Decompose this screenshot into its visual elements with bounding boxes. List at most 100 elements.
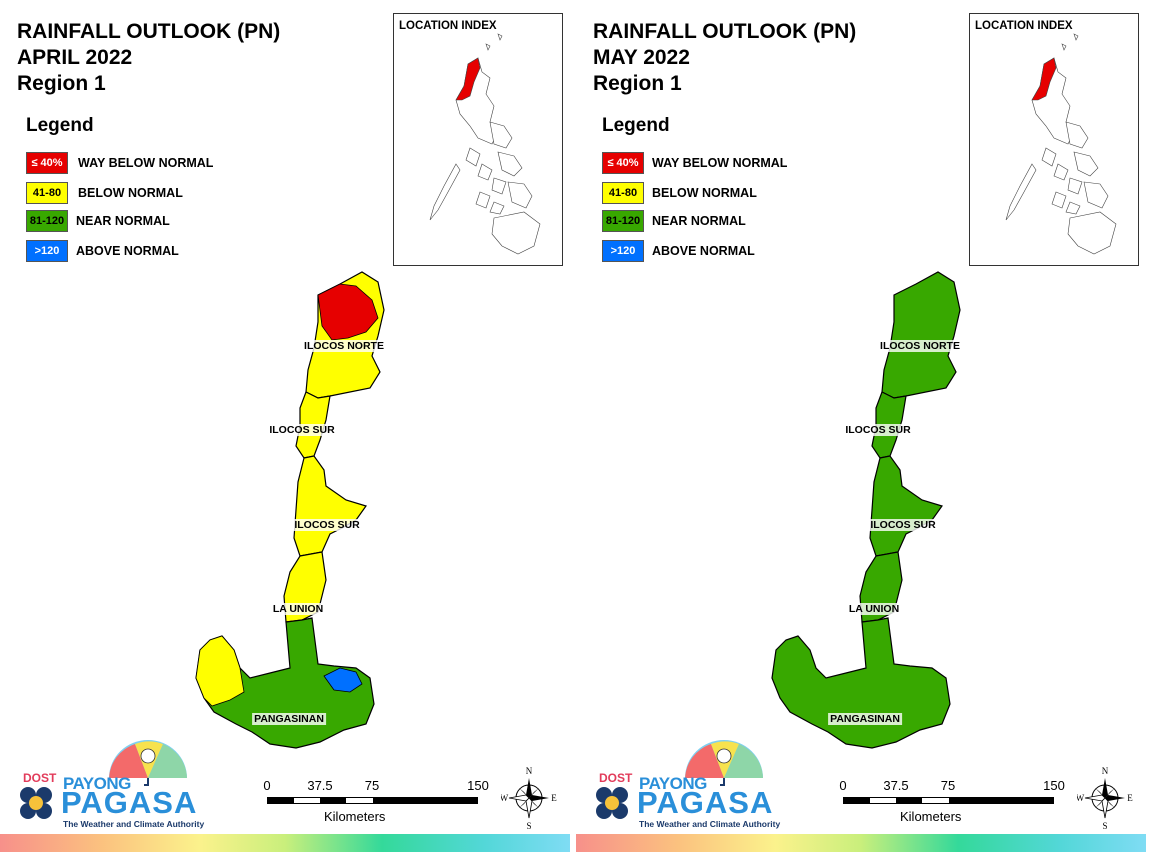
pagasa-logo: DOST PAYONG PAGASA The Weather and Clima… bbox=[593, 738, 780, 833]
legend-item-way-below: ≤ 40% WAY BELOW NORMAL bbox=[602, 151, 787, 175]
legend-label: ABOVE NORMAL bbox=[652, 244, 755, 258]
logo-pagasa-text: PAGASA bbox=[637, 785, 774, 820]
scale-unit: Kilometers bbox=[900, 809, 962, 824]
scale-bar: 0 37.5 75 150 Kilometers bbox=[838, 778, 1068, 828]
legend-label: WAY BELOW NORMAL bbox=[652, 156, 788, 170]
province-pangasinan bbox=[771, 617, 951, 749]
legend-label: WAY BELOW NORMAL bbox=[78, 156, 214, 170]
logo-tagline: The Weather and Climate Authority bbox=[639, 819, 781, 829]
scale-tick: 75 bbox=[940, 778, 956, 793]
legend-title: Legend bbox=[26, 115, 94, 136]
region-map-april bbox=[195, 271, 385, 749]
panel-title-block: RAINFALL OUTLOOK (PN) MAY 2022 Region 1 bbox=[593, 19, 856, 97]
map-title: RAINFALL OUTLOOK (PN) bbox=[593, 20, 857, 43]
logo-pagasa-text: PAGASA bbox=[61, 785, 198, 820]
legend-label: NEAR NORMAL bbox=[76, 214, 170, 228]
legend-swatch: ≤ 40% bbox=[602, 152, 644, 174]
legend-label: ABOVE NORMAL bbox=[76, 244, 179, 258]
compass-w: W bbox=[501, 793, 509, 803]
province-label: ILOCOS SUR bbox=[267, 424, 337, 436]
compass-e: E bbox=[1127, 793, 1133, 803]
map-panel-april: RAINFALL OUTLOOK (PN) APRIL 2022 Region … bbox=[0, 13, 570, 852]
scale-tick: 37.5 bbox=[307, 778, 333, 793]
above-pocket bbox=[323, 667, 363, 693]
legend-swatch: >120 bbox=[26, 240, 68, 262]
compass-s: S bbox=[1102, 821, 1107, 831]
legend-swatch: 81-120 bbox=[602, 210, 644, 232]
province-ilocos-sur-south bbox=[293, 455, 367, 557]
scale-tick: 150 bbox=[467, 778, 489, 793]
province-ilocos-sur-south bbox=[869, 455, 943, 557]
province-ilocos-norte bbox=[881, 271, 961, 399]
scale-tick: 37.5 bbox=[883, 778, 909, 793]
province-label: LA UNION bbox=[846, 603, 902, 615]
index-region-highlight bbox=[1031, 57, 1057, 101]
province-label: PANGASINAN bbox=[828, 713, 902, 725]
logo-dost-text: DOST bbox=[599, 771, 633, 785]
compass-n: N bbox=[1102, 766, 1109, 776]
index-region-highlight bbox=[455, 57, 481, 101]
compass-w: W bbox=[1077, 793, 1085, 803]
province-label: ILOCOS SUR bbox=[843, 424, 913, 436]
legend-item-above: >120 ABOVE NORMAL bbox=[602, 239, 755, 263]
philippines-index-map bbox=[429, 33, 541, 255]
legend-item-near: 81-120 NEAR NORMAL bbox=[602, 209, 746, 233]
way-below-pocket bbox=[317, 283, 379, 341]
map-month: MAY 2022 bbox=[593, 46, 690, 69]
compass-s: S bbox=[526, 821, 531, 831]
legend-swatch: 81-120 bbox=[26, 210, 68, 232]
scale-bar-graphic bbox=[267, 797, 478, 804]
scale-tick: 150 bbox=[1043, 778, 1065, 793]
location-index-title: LOCATION INDEX bbox=[399, 20, 497, 32]
scale-unit: Kilometers bbox=[324, 809, 386, 824]
pagasa-logo: DOST PAYONG PAGASA The Weather and Clima… bbox=[17, 738, 204, 833]
scale-tick: 0 bbox=[839, 778, 847, 793]
compass-rose-icon: N S E W bbox=[1077, 766, 1133, 831]
footer-gradient-strip bbox=[576, 834, 1146, 852]
province-label: ILOCOS SUR bbox=[292, 519, 362, 531]
logo-payong-text: PAYONG bbox=[639, 774, 707, 793]
scale-bar-graphic bbox=[843, 797, 1054, 804]
legend-item-way-below: ≤ 40% WAY BELOW NORMAL bbox=[26, 151, 213, 175]
legend-swatch: ≤ 40% bbox=[26, 152, 68, 174]
province-label: LA UNION bbox=[270, 603, 326, 615]
philippines-index-map bbox=[1005, 33, 1117, 255]
scale-tick: 0 bbox=[263, 778, 271, 793]
map-panel-may: RAINFALL OUTLOOK (PN) MAY 2022 Region 1 … bbox=[576, 0, 1152, 864]
scale-bar: 0 37.5 75 150 Kilometers bbox=[262, 778, 492, 828]
legend-swatch: 41-80 bbox=[602, 182, 644, 204]
location-index-box: LOCATION INDEX bbox=[969, 13, 1139, 266]
legend-item-near: 81-120 NEAR NORMAL bbox=[26, 209, 170, 233]
province-label: PANGASINAN bbox=[252, 713, 326, 725]
logo-dost-text: DOST bbox=[23, 771, 57, 785]
umbrella-icon bbox=[685, 740, 763, 786]
compass-rose-icon: N S E W bbox=[501, 766, 557, 831]
region-map-may bbox=[771, 271, 961, 749]
legend-label: BELOW NORMAL bbox=[652, 186, 757, 200]
compass-e: E bbox=[551, 793, 557, 803]
location-index-box: LOCATION INDEX bbox=[393, 13, 563, 266]
scale-tick: 75 bbox=[364, 778, 380, 793]
map-region: Region 1 bbox=[17, 72, 106, 95]
legend-item-below: 41-80 BELOW NORMAL bbox=[602, 181, 757, 205]
location-index-title: LOCATION INDEX bbox=[975, 20, 1073, 32]
legend-item-above: >120 ABOVE NORMAL bbox=[26, 239, 179, 263]
map-month: APRIL 2022 bbox=[17, 46, 133, 69]
footer-gradient-strip bbox=[0, 834, 570, 852]
legend-label: BELOW NORMAL bbox=[78, 186, 183, 200]
legend-label: NEAR NORMAL bbox=[652, 214, 746, 228]
map-region: Region 1 bbox=[593, 72, 682, 95]
legend-swatch: >120 bbox=[602, 240, 644, 262]
province-label: ILOCOS NORTE bbox=[878, 340, 962, 352]
legend-swatch: 41-80 bbox=[26, 182, 68, 204]
below-pocket-west bbox=[195, 635, 245, 707]
legend-title: Legend bbox=[602, 115, 670, 136]
dost-seal-icon bbox=[596, 787, 628, 819]
province-label: ILOCOS NORTE bbox=[302, 340, 386, 352]
map-title: RAINFALL OUTLOOK (PN) bbox=[17, 20, 281, 43]
province-label: ILOCOS SUR bbox=[868, 519, 938, 531]
compass-n: N bbox=[526, 766, 533, 776]
panel-title-block: RAINFALL OUTLOOK (PN) APRIL 2022 Region … bbox=[17, 19, 280, 97]
umbrella-icon bbox=[109, 740, 187, 786]
logo-tagline: The Weather and Climate Authority bbox=[63, 819, 205, 829]
